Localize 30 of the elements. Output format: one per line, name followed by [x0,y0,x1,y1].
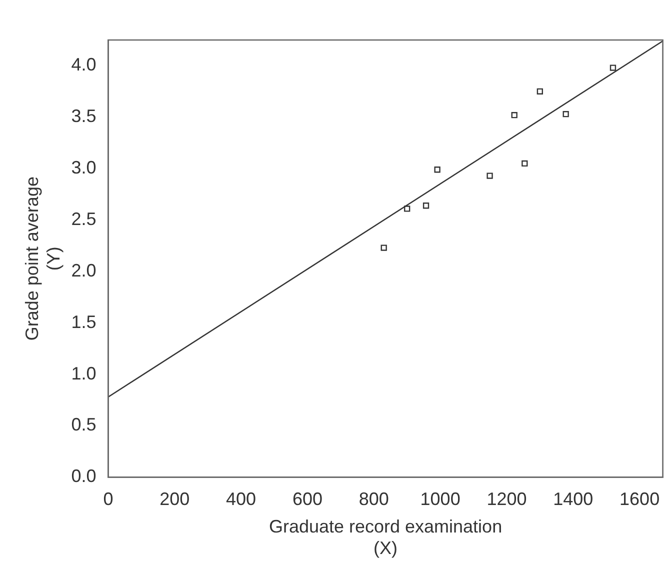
point [562,110,569,118]
y-tick-label: 0.5 [71,414,96,435]
x-tick-label: 200 [160,488,190,509]
y-tick-label: 1.0 [71,363,96,384]
y-tick-label: 3.0 [71,158,96,178]
y-tick-label: 2.0 [71,260,96,280]
point [536,88,544,95]
x-tick-label: 1200 [486,488,527,509]
point [380,244,387,251]
x-tick-label: 1000 [420,488,460,509]
point [486,172,493,179]
point [610,64,616,71]
x-tick-label: 0 [103,488,114,509]
y-tick-label: 0.0 [71,466,96,486]
point [404,206,410,212]
x-tick-label: 1400 [553,488,594,509]
x-tick-label: 400 [226,488,256,509]
y-tick-label: 4.0 [71,54,96,75]
x-tick-label: 600 [292,488,322,509]
point [511,112,518,118]
y-tick-label: 2.5 [71,208,96,229]
y-tick-label: 3.5 [71,106,96,126]
point [434,166,440,173]
y-tick-label: 1.5 [71,312,96,332]
x-tick-label: 1600 [620,488,660,509]
point [522,160,528,167]
x-tick-label: 800 [358,488,389,509]
y-axis-title: Grade point average (Y) [22,176,64,341]
x-axis-title: Graduate record examination (X) [268,516,502,558]
point [422,202,430,209]
